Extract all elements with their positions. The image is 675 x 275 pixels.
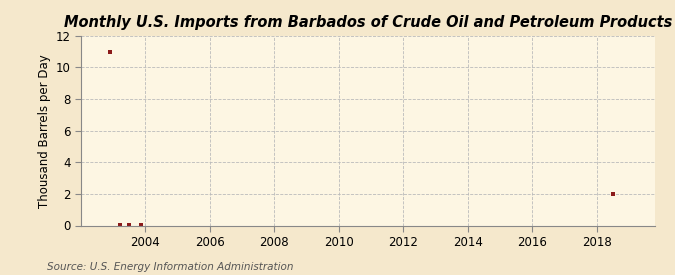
Text: Source: U.S. Energy Information Administration: Source: U.S. Energy Information Administ… <box>47 262 294 272</box>
Y-axis label: Thousand Barrels per Day: Thousand Barrels per Day <box>38 54 51 208</box>
Title: Monthly U.S. Imports from Barbados of Crude Oil and Petroleum Products: Monthly U.S. Imports from Barbados of Cr… <box>63 15 672 31</box>
